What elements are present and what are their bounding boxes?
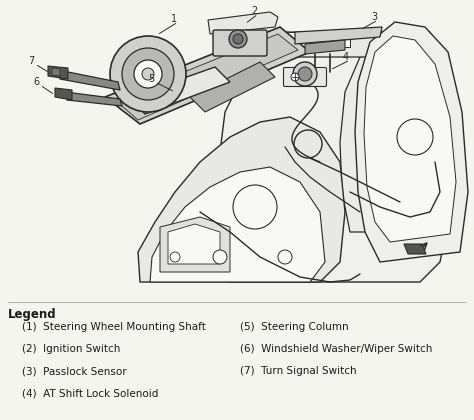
- Text: 6: 6: [33, 77, 39, 87]
- Polygon shape: [65, 92, 122, 106]
- Circle shape: [122, 48, 174, 100]
- Circle shape: [213, 250, 227, 264]
- Polygon shape: [404, 244, 426, 254]
- Circle shape: [397, 119, 433, 155]
- Polygon shape: [295, 27, 382, 44]
- Polygon shape: [52, 68, 60, 76]
- Circle shape: [278, 250, 292, 264]
- Text: (7)  Turn Signal Switch: (7) Turn Signal Switch: [240, 366, 356, 376]
- Text: 2: 2: [251, 6, 257, 16]
- Polygon shape: [340, 52, 450, 232]
- Circle shape: [291, 73, 299, 81]
- Polygon shape: [105, 27, 310, 124]
- Circle shape: [233, 34, 243, 44]
- Text: (2)  Ignition Switch: (2) Ignition Switch: [22, 344, 120, 354]
- Polygon shape: [58, 70, 120, 90]
- Polygon shape: [115, 34, 298, 120]
- Circle shape: [110, 36, 186, 112]
- Circle shape: [298, 67, 312, 81]
- Circle shape: [170, 252, 180, 262]
- Polygon shape: [355, 22, 468, 262]
- Polygon shape: [160, 217, 230, 272]
- Polygon shape: [364, 36, 456, 242]
- Polygon shape: [280, 32, 350, 47]
- Text: (6)  Windshield Washer/Wiper Switch: (6) Windshield Washer/Wiper Switch: [240, 344, 432, 354]
- Text: 7: 7: [28, 56, 34, 66]
- Polygon shape: [385, 92, 455, 207]
- Polygon shape: [305, 40, 345, 54]
- Text: (4)  AT Shift Lock Solenoid: (4) AT Shift Lock Solenoid: [22, 388, 158, 398]
- Polygon shape: [150, 167, 325, 282]
- Polygon shape: [215, 32, 430, 57]
- Text: 5: 5: [148, 74, 154, 84]
- FancyBboxPatch shape: [283, 68, 327, 87]
- FancyBboxPatch shape: [213, 30, 267, 56]
- Circle shape: [229, 30, 247, 48]
- Text: 3: 3: [371, 12, 377, 22]
- Polygon shape: [130, 67, 230, 114]
- Polygon shape: [208, 12, 278, 34]
- Polygon shape: [220, 32, 450, 282]
- Text: 1: 1: [171, 14, 177, 24]
- Text: Legend: Legend: [8, 308, 56, 321]
- Polygon shape: [190, 62, 275, 112]
- Circle shape: [142, 68, 154, 80]
- Circle shape: [134, 60, 162, 88]
- Text: (1)  Steering Wheel Mounting Shaft: (1) Steering Wheel Mounting Shaft: [22, 322, 206, 332]
- Polygon shape: [48, 66, 68, 79]
- Circle shape: [293, 62, 317, 86]
- Polygon shape: [55, 88, 72, 100]
- Circle shape: [233, 185, 277, 229]
- Text: 4: 4: [343, 52, 349, 62]
- Polygon shape: [138, 117, 345, 282]
- Polygon shape: [168, 224, 220, 264]
- Text: (3)  Passlock Sensor: (3) Passlock Sensor: [22, 366, 127, 376]
- Text: (5)  Steering Column: (5) Steering Column: [240, 322, 348, 332]
